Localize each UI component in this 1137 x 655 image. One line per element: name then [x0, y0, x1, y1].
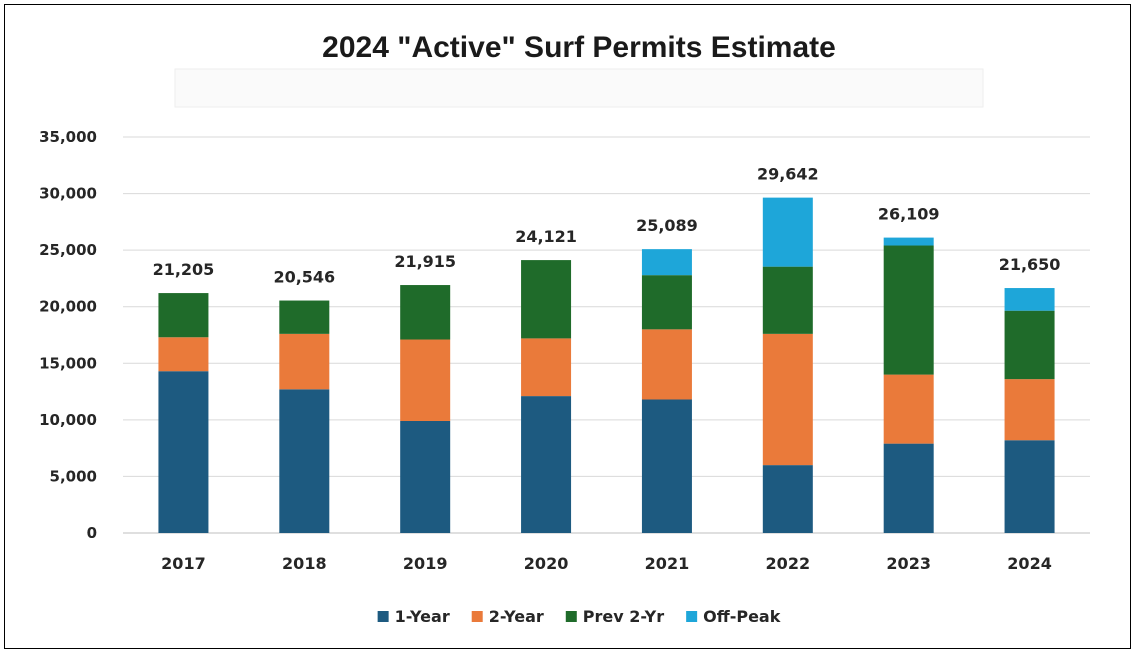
bar-segment: [400, 339, 451, 421]
x-tick-label: 2022: [766, 554, 811, 573]
bar-segment: [279, 389, 330, 533]
total-data-label: 24,121: [515, 227, 577, 246]
bar-segment: [158, 371, 209, 533]
y-tick-label: 20,000: [39, 298, 97, 316]
y-tick-label: 15,000: [39, 354, 97, 372]
bar-segment: [521, 260, 572, 339]
bar-segment: [279, 333, 330, 390]
bar-segment: [883, 237, 934, 246]
chart-frame: 2024 "Active" Surf Permits Estimate 0 5,0…: [4, 4, 1131, 649]
bar-segment: [883, 374, 934, 444]
bar-segment: [883, 443, 934, 533]
bar-segment: [521, 396, 572, 533]
legend-label: 1-Year: [395, 607, 450, 626]
legend-swatch: [565, 611, 577, 622]
total-data-label: 29,642: [757, 165, 819, 184]
legend-swatch: [686, 611, 698, 622]
bar-segment: [521, 338, 572, 397]
legend-label: 2-Year: [489, 607, 544, 626]
x-tick-label: 2024: [1007, 554, 1052, 573]
y-tick-label: 10,000: [39, 411, 97, 429]
bar-segment: [762, 197, 813, 267]
chart-title: 2024 "Active" Surf Permits Estimate: [322, 31, 836, 64]
x-tick-label: 2023: [886, 554, 931, 573]
legend-label: Prev 2-Yr: [583, 607, 664, 626]
total-data-label: 21,915: [394, 252, 456, 271]
legend: 1-Year 2-Year Prev 2-Yr Off-Peak: [377, 607, 781, 626]
bar-segment: [641, 275, 692, 330]
bar-segment: [1004, 310, 1055, 380]
bar-segment: [158, 337, 209, 372]
bar-segment: [400, 420, 451, 533]
x-tick-label: 2019: [403, 554, 448, 573]
total-data-label: 20,546: [273, 268, 335, 287]
subtitle-placeholder-box: [174, 68, 984, 108]
bar-segment: [1004, 288, 1055, 311]
bar-segment: [158, 293, 209, 338]
bar-segment: [641, 249, 692, 276]
bar-segment: [400, 285, 451, 340]
total-data-label: 21,205: [153, 260, 215, 279]
x-tick-label: 2017: [161, 554, 206, 573]
bar-segment: [762, 266, 813, 334]
legend-swatch: [377, 611, 389, 622]
x-tick-label: 2021: [645, 554, 690, 573]
legend-swatch: [471, 611, 483, 622]
bar-segment: [1004, 440, 1055, 533]
total-labels: 21,205 20,546 21,915 24,121 25,089 29,642 26,1…: [153, 165, 1061, 287]
x-tick-label: 2018: [282, 554, 327, 573]
y-tick-label: 25,000: [39, 241, 97, 259]
bar-segment: [883, 245, 934, 375]
bar-segment: [641, 329, 692, 400]
x-tick-label: 2020: [524, 554, 569, 573]
stacked-bar-chart: 2024 "Active" Surf Permits Estimate 0 5,0…: [39, 31, 1090, 626]
y-tick-label: 0: [87, 524, 97, 542]
bar-segment: [762, 465, 813, 533]
total-data-label: 26,109: [878, 205, 940, 224]
gridlines: [123, 136, 1090, 534]
bar-segment: [279, 300, 330, 334]
bar-segment: [762, 333, 813, 466]
bar-segment: [641, 399, 692, 533]
total-data-label: 25,089: [636, 216, 698, 235]
y-tick-label: 5,000: [50, 467, 97, 485]
bar-segment: [1004, 379, 1055, 441]
y-tick-label: 30,000: [39, 185, 97, 203]
legend-label: Off-Peak: [703, 607, 781, 626]
bars: [158, 197, 1055, 533]
total-data-label: 21,650: [999, 255, 1061, 274]
y-axis-ticks: 0 5,000 10,000 15,000 20,000 25,000 30,000 35,0…: [39, 128, 97, 542]
y-tick-label: 35,000: [39, 128, 97, 146]
x-axis-categories: 2017 2018 2019 2020 2021 2022 2023 2024: [161, 554, 1052, 573]
